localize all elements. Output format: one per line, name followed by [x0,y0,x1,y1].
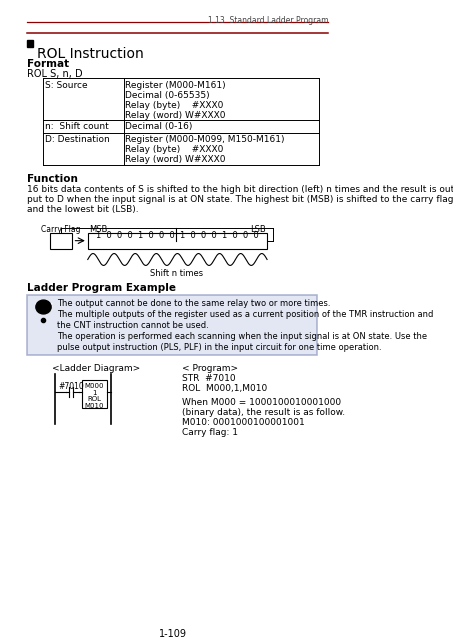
Text: Relay (byte)    #XXX0: Relay (byte) #XXX0 [125,145,223,154]
Text: Decimal (0-16): Decimal (0-16) [125,122,193,131]
Text: 1-109: 1-109 [159,629,187,639]
Text: and the lowest bit (LSB).: and the lowest bit (LSB). [28,205,139,214]
Text: 1.13  Standard Ladder Program: 1.13 Standard Ladder Program [207,16,328,25]
Text: Carry flag: 1: Carry flag: 1 [182,428,238,437]
Text: ROL Instruction: ROL Instruction [37,47,144,61]
Bar [82,380,107,408]
Text: Decimal (0-65535): Decimal (0-65535) [125,91,210,100]
Text: <Ladder Diagram>: <Ladder Diagram> [52,364,140,374]
Text: When M000 = 1000100010001000: When M000 = 1000100010001000 [182,398,341,407]
Text: Register (M000-M161): Register (M000-M161) [125,81,226,90]
Text: S: Source: S: Source [45,81,87,90]
Text: M010: M010 [85,403,104,408]
Text: Register (M000-M099, M150-M161): Register (M000-M099, M150-M161) [125,134,284,144]
Bar [28,295,318,355]
Text: Relay (word) W#XXX0: Relay (word) W#XXX0 [125,111,226,120]
Text: The output cannot be done to the same relay two or more times.: The output cannot be done to the same re… [57,299,331,308]
Text: MSB: MSB [89,225,108,234]
Text: ROL  M000,1,M010: ROL M000,1,M010 [182,384,267,393]
Text: < Program>: < Program> [182,364,238,374]
Text: NOTE: NOTE [34,303,53,308]
Text: Relay (byte)    #XXX0: Relay (byte) #XXX0 [125,101,223,110]
Text: STR  #7010: STR #7010 [182,374,235,383]
Text: ROL S, n, D: ROL S, n, D [28,69,83,79]
Text: LSB: LSB [250,225,265,234]
Text: 1  0  0  0  1  0  0  0  1  0  0  0  1  0  0  0: 1 0 0 0 1 0 0 0 1 0 0 0 1 0 0 0 [96,231,258,240]
Text: M010: 0001000100001001: M010: 0001000100001001 [182,418,304,427]
Text: M000: M000 [85,383,104,389]
Text: D: Destination: D: Destination [45,134,110,144]
Bar [88,233,267,248]
Bar [28,40,33,47]
Text: pulse output instruction (PLS, PLF) in the input circuit for one time operation.: pulse output instruction (PLS, PLF) in t… [57,342,382,351]
Bar [49,233,72,248]
Text: The multiple outputs of the register used as a current position of the TMR instr: The multiple outputs of the register use… [57,310,434,319]
Text: Ladder Program Example: Ladder Program Example [28,284,177,293]
Text: 1: 1 [92,390,97,396]
Text: Shift n times: Shift n times [150,269,203,278]
Ellipse shape [36,300,51,314]
Text: Carry Flag: Carry Flag [41,225,81,234]
Text: n:  Shift count: n: Shift count [45,122,109,131]
Text: (binary data), the result is as follow.: (binary data), the result is as follow. [182,408,345,417]
Text: Relay (word) W#XXX0: Relay (word) W#XXX0 [125,154,226,163]
Text: 16 bits data contents of S is shifted to the high bit direction (left) n times a: 16 bits data contents of S is shifted to… [28,185,453,194]
Text: ROL: ROL [87,396,101,402]
Text: put to D when the input signal is at ON state. The highest bit (MSB) is shifted : put to D when the input signal is at ON … [28,195,453,204]
Text: the CNT instruction cannot be used.: the CNT instruction cannot be used. [57,321,209,330]
Text: #7010: #7010 [58,382,84,391]
Text: The operation is performed each scanning when the input signal is at ON state. U: The operation is performed each scanning… [57,332,427,340]
Text: Function: Function [28,174,78,184]
Text: Format: Format [28,60,70,69]
